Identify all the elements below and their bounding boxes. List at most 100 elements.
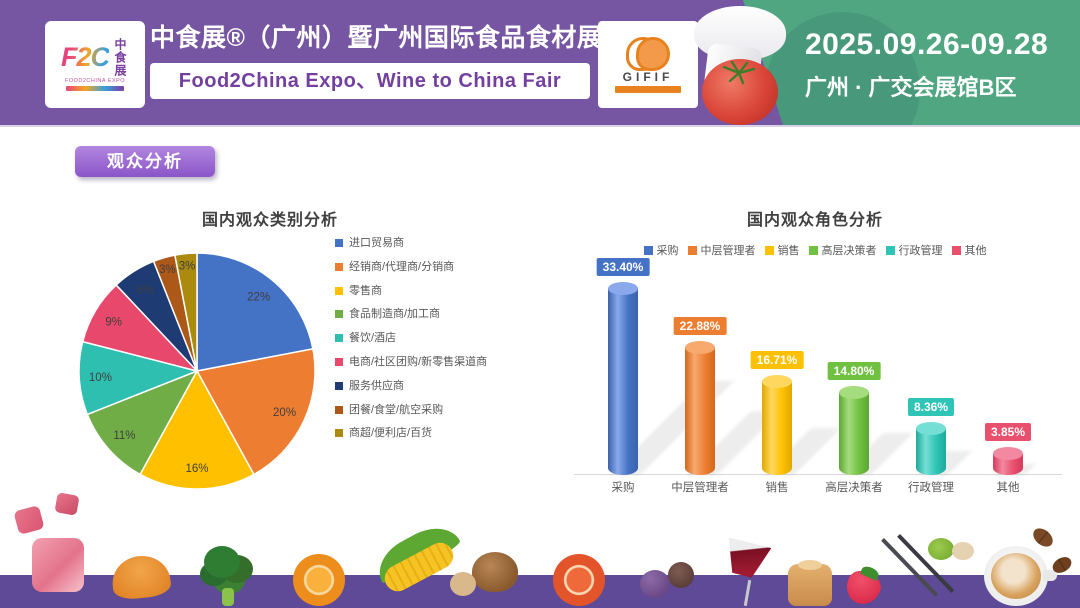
pie-legend-item: 服务供应商 bbox=[335, 379, 495, 393]
bar-legend-label: 其他 bbox=[964, 245, 987, 257]
orange-icon bbox=[293, 554, 345, 606]
f2c-logo-cn: 中食展 bbox=[113, 38, 127, 77]
pie-legend-item: 餐饮/酒店 bbox=[335, 331, 495, 345]
beans-icon bbox=[1032, 530, 1078, 576]
bar-cylinder bbox=[608, 282, 638, 475]
pistachio-icon bbox=[928, 538, 974, 564]
grapefruit-icon bbox=[553, 554, 605, 606]
decorative-circle bbox=[765, 12, 920, 125]
header-banner: F2C 中食展 FOOD2CHINA EXPO 中食展®（广州）暨广州国际食品食… bbox=[0, 0, 1080, 125]
pie-slice-label: 9% bbox=[105, 317, 122, 329]
pie-slice bbox=[174, 252, 198, 372]
x-axis-line bbox=[574, 474, 1062, 475]
bar-cylinder bbox=[916, 422, 946, 475]
gifif-logo-text: GIFIF bbox=[622, 69, 674, 84]
bar-legend-item: 销售 bbox=[764, 242, 800, 258]
legend-swatch-icon bbox=[764, 245, 774, 255]
pie-legend-item: 经销商/代理商/分销商 bbox=[335, 260, 495, 274]
pie-legend-item: 零售商 bbox=[335, 284, 495, 298]
pie-legend-label: 食品制造商/加工商 bbox=[349, 308, 441, 321]
bar-cylinder bbox=[685, 341, 715, 475]
gifif-logo-bar bbox=[615, 85, 681, 93]
pie-legend-label: 商超/便利店/百货 bbox=[349, 427, 433, 440]
pie-slice-label: 22% bbox=[247, 291, 270, 303]
pie-slice-label: 6% bbox=[137, 284, 154, 296]
bar-category-label: 高层决策者 bbox=[825, 482, 883, 494]
legend-swatch-icon bbox=[335, 429, 343, 438]
bar-legend-item: 行政管理 bbox=[885, 242, 943, 258]
section-badge: 观众分析 bbox=[75, 146, 215, 177]
legend-swatch-icon bbox=[335, 262, 343, 271]
pie-chart: 22% 20% 16% 11% 10% 9% 6% 3% 3% bbox=[78, 252, 316, 490]
legend-swatch-icon bbox=[951, 245, 961, 255]
bar-legend-label: 采购 bbox=[656, 245, 679, 257]
legend-swatch-icon bbox=[687, 245, 697, 255]
bar-cylinder bbox=[762, 375, 792, 475]
legend-swatch-icon bbox=[335, 286, 343, 295]
legend-swatch-icon bbox=[808, 245, 818, 255]
pie-chart-title: 国内观众类别分析 bbox=[201, 212, 338, 229]
bar-chart-title: 国内观众角色分析 bbox=[746, 212, 883, 229]
bar-legend: 采购 中层管理者 销售 高层决策者 行政管理 其他 bbox=[560, 242, 1070, 258]
bar-legend-item: 中层管理者 bbox=[687, 242, 756, 258]
pie-slice-label: 11% bbox=[113, 430, 135, 442]
bar-value-label: 14.80% bbox=[827, 362, 881, 380]
pie-legend-label: 服务供应商 bbox=[349, 379, 404, 392]
bar-value-label: 3.85% bbox=[984, 423, 1032, 441]
pie-slice bbox=[86, 369, 199, 476]
bar-category-label: 采购 bbox=[611, 482, 635, 494]
bar-chart-section: 国内观众角色分析 采购 中层管理者 销售 高层决策者 行政管理 其他 33.40% 采购 22… bbox=[560, 200, 1070, 510]
pie-chart-section: 国内观众类别分析 22% 20% 16% 11% 10% 9% 6% 3% 3% 进口贸易商 经销… bbox=[40, 200, 500, 500]
bar-legend-label: 中层管理者 bbox=[700, 245, 756, 257]
pie-legend-label: 零售商 bbox=[349, 284, 382, 297]
pie-slice-label: 3% bbox=[179, 260, 196, 272]
f2c-logo: F2C 中食展 FOOD2CHINA EXPO bbox=[45, 21, 145, 108]
pie-legend-label: 进口贸易商 bbox=[349, 237, 404, 249]
broccoli-icon bbox=[198, 546, 256, 606]
pie-legend-item: 团餐/食堂/航空采购 bbox=[335, 403, 495, 417]
bar-cylinder bbox=[993, 447, 1023, 475]
pie-slice-label: 20% bbox=[273, 407, 296, 419]
bar-cylinder bbox=[839, 386, 869, 475]
date-block: 2025.09.26-09.28 广州 · 广交会展馆B区 bbox=[805, 28, 1070, 102]
pie-legend-label: 团餐/食堂/航空采购 bbox=[349, 403, 444, 416]
legend-swatch-icon bbox=[335, 405, 343, 414]
pie-slice bbox=[139, 369, 255, 490]
pastry-icon bbox=[788, 560, 832, 606]
legend-swatch-icon bbox=[335, 357, 343, 366]
bar-legend-label: 高层决策者 bbox=[821, 245, 877, 257]
pie-legend-label: 餐饮/酒店 bbox=[349, 332, 397, 345]
f2c-logo-stripe bbox=[66, 86, 124, 91]
legend-swatch-icon bbox=[335, 334, 343, 343]
bar-legend-item: 其他 bbox=[951, 242, 987, 258]
legend-swatch-icon bbox=[885, 245, 895, 255]
bar-category-label: 其他 bbox=[996, 482, 1020, 494]
legend-swatch-icon bbox=[643, 245, 653, 255]
bar-value-label: 22.88% bbox=[673, 317, 727, 335]
pie-legend-item: 食品制造商/加工商 bbox=[335, 307, 495, 321]
corn-icon bbox=[372, 530, 464, 602]
meat-icon bbox=[32, 538, 84, 592]
footer-strip bbox=[0, 500, 1080, 608]
tomato-chef-icon bbox=[686, 4, 798, 125]
header-green-panel bbox=[743, 0, 1080, 125]
expo-subtitle: Food2China Expo、Wine to China Fair bbox=[150, 63, 590, 99]
title-block: 中食展®（广州）暨广州国际食品食材展 Food2China Expo、Wine … bbox=[150, 18, 602, 99]
bar-legend-item: 采购 bbox=[643, 242, 679, 258]
pie-legend-item: 商超/便利店/百货 bbox=[335, 426, 495, 440]
pie-legend: 进口贸易商经销商/代理商/分销商 零售商食品制造商/加工商 餐饮/酒店电商/社区团购… bbox=[335, 236, 495, 450]
pie-legend-label: 电商/社区团购/新零售渠道商 bbox=[349, 355, 488, 368]
gifif-logo: GIFIF bbox=[598, 21, 698, 108]
pie-slice bbox=[196, 252, 314, 372]
bar-value-label: 33.40% bbox=[596, 258, 650, 276]
bar-legend-item: 高层决策者 bbox=[808, 242, 877, 258]
f2c-logo-text: F2C bbox=[60, 42, 110, 72]
event-venue: 广州 · 广交会展馆B区 bbox=[805, 75, 1017, 100]
pie-legend-label: 经销商/代理商/分销商 bbox=[349, 260, 455, 273]
bar-category-label: 销售 bbox=[765, 482, 789, 494]
pie-legend-item: 进口贸易商 bbox=[335, 236, 495, 250]
f2c-logo-sub: FOOD2CHINA EXPO bbox=[64, 78, 126, 84]
bar-value-label: 8.36% bbox=[907, 398, 955, 416]
walnut-icon bbox=[450, 552, 518, 596]
